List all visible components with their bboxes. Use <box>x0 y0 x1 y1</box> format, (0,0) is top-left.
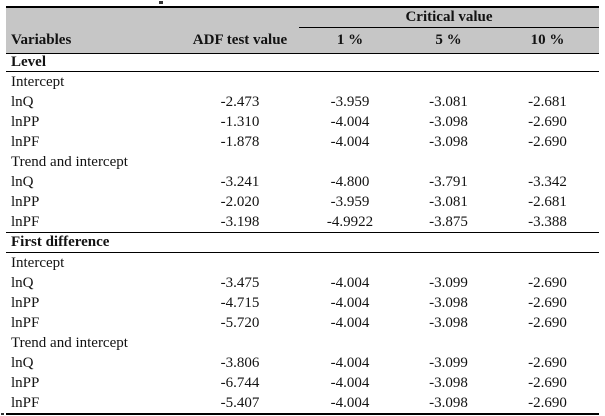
critical-10pct-cell: -2.690 <box>528 394 567 411</box>
adf-value-cell: -5.720 <box>220 314 260 331</box>
table-row: lnPF -5.720 -4.004 -3.098 -2.690 <box>6 313 599 333</box>
adf-value-cell: -1.310 <box>220 113 260 130</box>
critical-1pct-cell: -4.9922 <box>326 213 374 230</box>
critical-5pct-cell: -3.875 <box>429 213 468 230</box>
adf-value-cell: -2.473 <box>220 93 260 110</box>
col-header-1-percent: 1 % <box>299 27 401 54</box>
table-row: lnQ -2.473 -3.959 -3.081 -2.681 <box>6 92 599 112</box>
column-header-row: Variables ADF test value 1 % 5 % 10 % <box>6 27 600 54</box>
adf-value-cell: -3.806 <box>220 354 260 371</box>
group-label-row: Intercept <box>6 253 599 274</box>
variable-cell: lnQ <box>11 274 34 291</box>
variable-cell: lnPF <box>11 314 40 331</box>
col-header-adf-test-value: ADF test value <box>181 27 299 54</box>
col-header-5-percent: 5 % <box>401 27 496 54</box>
critical-10pct-cell: -2.690 <box>528 374 567 391</box>
variable-cell: lnPF <box>11 213 40 230</box>
critical-10pct-cell: -2.681 <box>528 93 567 110</box>
section-header-row: Level <box>6 53 600 72</box>
critical-1pct-cell: -4.004 <box>330 314 370 331</box>
table-row: lnPP -1.310 -4.004 -3.098 -2.690 <box>6 112 599 132</box>
table-row: lnPF -3.198 -4.9922 -3.875 -3.388 <box>6 212 599 233</box>
variable-cell: lnQ <box>11 354 34 371</box>
critical-1pct-cell: -4.004 <box>330 133 370 150</box>
section-title: Level <box>6 53 600 72</box>
critical-value-header-row: Critical value <box>6 7 600 28</box>
critical-10pct-cell: -2.681 <box>528 193 567 210</box>
variable-cell: lnPP <box>11 113 40 130</box>
critical-5pct-cell: -3.098 <box>429 133 468 150</box>
col-header-10-percent: 10 % <box>496 27 600 54</box>
variable-cell: lnPP <box>11 193 40 210</box>
table-header: Critical value Variables ADF test value … <box>6 7 600 54</box>
adf-value-cell: -5.407 <box>220 394 260 411</box>
critical-10pct-cell: -3.342 <box>528 173 567 190</box>
critical-5pct-cell: -3.081 <box>429 193 468 210</box>
critical-5pct-cell: -3.098 <box>429 314 468 331</box>
critical-1pct-cell: -4.004 <box>330 394 370 411</box>
group-label: Trend and intercept <box>11 153 128 170</box>
critical-value-header: Critical value <box>299 7 600 28</box>
scan-artifact-top <box>159 1 163 4</box>
table-row: lnPP -2.020 -3.959 -3.081 -2.681 <box>6 192 599 212</box>
group-label-row: Intercept <box>6 72 599 93</box>
adf-value-cell: -3.198 <box>220 213 260 230</box>
group-label-row: Trend and intercept <box>6 333 599 353</box>
critical-5pct-cell: -3.098 <box>429 294 468 311</box>
critical-10pct-cell: -2.690 <box>528 314 567 331</box>
critical-5pct-cell: -3.099 <box>429 354 468 371</box>
critical-1pct-cell: -4.004 <box>330 294 370 311</box>
critical-5pct-cell: -3.099 <box>429 274 468 291</box>
critical-10pct-cell: -2.690 <box>528 354 567 371</box>
table-row: lnQ -3.475 -4.004 -3.099 -2.690 <box>6 273 599 293</box>
group-label-row: Trend and intercept <box>6 152 599 172</box>
group-label: Intercept <box>11 73 65 90</box>
variable-cell: lnQ <box>11 93 34 110</box>
scan-artifact-bottom <box>1 413 4 415</box>
variable-cell: lnPP <box>11 294 40 311</box>
adf-value-cell: -1.878 <box>220 133 260 150</box>
critical-10pct-cell: -3.388 <box>528 213 567 230</box>
critical-10pct-cell: -2.690 <box>528 113 567 130</box>
section-header-row: First difference <box>6 232 600 253</box>
critical-10pct-cell: -2.690 <box>528 274 567 291</box>
group-label: Intercept <box>11 254 65 271</box>
adf-value-cell: -4.715 <box>220 294 260 311</box>
adf-test-table: Critical value Variables ADF test value … <box>6 6 600 415</box>
table-row: lnPP -4.715 -4.004 -3.098 -2.690 <box>6 293 599 313</box>
variable-cell: lnQ <box>11 173 34 190</box>
critical-1pct-cell: -4.004 <box>330 113 370 130</box>
critical-5pct-cell: -3.098 <box>429 394 468 411</box>
adf-value-cell: -3.241 <box>220 173 260 190</box>
critical-5pct-cell: -3.081 <box>429 93 468 110</box>
critical-1pct-cell: -4.004 <box>330 374 370 391</box>
critical-1pct-cell: -4.004 <box>330 274 370 291</box>
table-row: lnPP -6.744 -4.004 -3.098 -2.690 <box>6 373 599 393</box>
critical-1pct-cell: -4.800 <box>330 173 370 190</box>
adf-value-cell: -2.020 <box>220 193 260 210</box>
adf-value-cell: -6.744 <box>220 374 260 391</box>
critical-1pct-cell: -3.959 <box>330 93 370 110</box>
adf-value-cell: -3.475 <box>220 274 260 291</box>
group-label: Trend and intercept <box>11 334 128 351</box>
variable-cell: lnPF <box>11 394 40 411</box>
table-row: lnQ -3.806 -4.004 -3.099 -2.690 <box>6 353 599 373</box>
variable-cell: lnPF <box>11 133 40 150</box>
critical-1pct-cell: -4.004 <box>330 354 370 371</box>
critical-1pct-cell: -3.959 <box>330 193 370 210</box>
section-title: First difference <box>6 232 600 253</box>
col-header-variables: Variables <box>6 27 181 54</box>
table-row: lnQ -3.241 -4.800 -3.791 -3.342 <box>6 172 599 192</box>
critical-10pct-cell: -2.690 <box>528 294 567 311</box>
variable-cell: lnPP <box>11 374 40 391</box>
table-body: Level Intercept lnQ -2.473 -3.959 -3.081 -2.68… <box>6 53 600 415</box>
table-row: lnPF -5.407 -4.004 -3.098 -2.690 <box>6 393 599 414</box>
critical-5pct-cell: -3.098 <box>429 374 468 391</box>
table-row: lnPF -1.878 -4.004 -3.098 -2.690 <box>6 132 599 152</box>
critical-5pct-cell: -3.098 <box>429 113 468 130</box>
critical-5pct-cell: -3.791 <box>429 173 468 190</box>
header-spacer <box>6 7 299 28</box>
critical-10pct-cell: -2.690 <box>528 133 567 150</box>
